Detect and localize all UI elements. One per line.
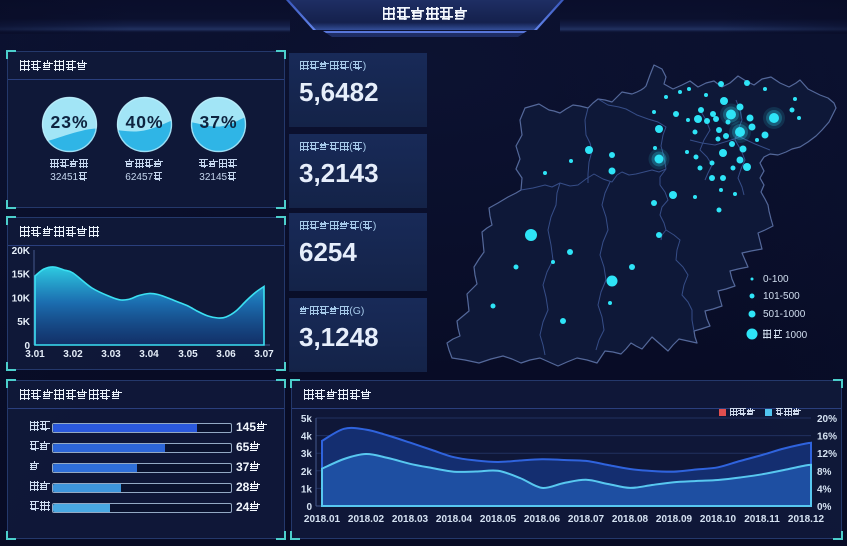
svg-text:0: 0 <box>306 502 312 513</box>
svg-text:501-1000: 501-1000 <box>763 309 806 320</box>
svg-text:10K: 10K <box>12 294 31 305</box>
svg-text:2018.01: 2018.01 <box>304 514 341 525</box>
svg-text:8%: 8% <box>817 467 832 478</box>
svg-text:23%: 23% <box>50 112 88 132</box>
svg-text:0%: 0% <box>817 502 832 513</box>
svg-text:2018.02: 2018.02 <box>348 514 385 525</box>
svg-text:0: 0 <box>24 341 30 352</box>
svg-text:2k: 2k <box>301 467 313 478</box>
svg-text:2018.05: 2018.05 <box>480 514 517 525</box>
svg-text:4k: 4k <box>301 432 313 443</box>
svg-text:1k: 1k <box>301 484 313 495</box>
svg-text:37%: 37% <box>199 112 237 132</box>
svg-text:3.02: 3.02 <box>63 349 83 360</box>
svg-text:1000: 1000 <box>785 330 808 341</box>
svg-text:2018.08: 2018.08 <box>612 514 649 525</box>
svg-text:2018.12: 2018.12 <box>788 514 825 525</box>
svg-text:4%: 4% <box>817 484 832 495</box>
svg-text:3.04: 3.04 <box>139 349 159 360</box>
svg-text:2018.06: 2018.06 <box>524 514 561 525</box>
svg-text:2018.09: 2018.09 <box>656 514 693 525</box>
svg-text:20K: 20K <box>12 246 31 257</box>
svg-text:15K: 15K <box>12 270 31 281</box>
svg-text:5k: 5k <box>301 415 313 425</box>
svg-text:0-100: 0-100 <box>763 274 789 285</box>
svg-text:2018.11: 2018.11 <box>744 514 780 525</box>
svg-text:3.05: 3.05 <box>178 349 198 360</box>
svg-text:2018.04: 2018.04 <box>436 514 473 525</box>
svg-text:3.07: 3.07 <box>254 349 274 360</box>
svg-text:12%: 12% <box>817 449 837 460</box>
svg-text:40%: 40% <box>125 112 163 132</box>
svg-text:3.06: 3.06 <box>216 349 236 360</box>
svg-text:16%: 16% <box>817 432 837 443</box>
svg-text:3k: 3k <box>301 449 313 460</box>
svg-text:3.03: 3.03 <box>101 349 121 360</box>
svg-text:2018.10: 2018.10 <box>700 514 737 525</box>
svg-text:3.01: 3.01 <box>25 349 45 360</box>
svg-text:101-500: 101-500 <box>763 291 800 302</box>
svg-text:2018.07: 2018.07 <box>568 514 605 525</box>
svg-text:2018.03: 2018.03 <box>392 514 429 525</box>
svg-text:20%: 20% <box>817 415 837 425</box>
svg-text:5K: 5K <box>17 317 31 328</box>
